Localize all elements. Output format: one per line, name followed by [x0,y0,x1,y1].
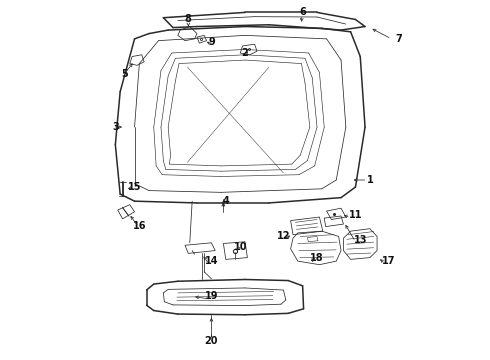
Text: 6: 6 [299,8,306,17]
Text: 16: 16 [133,221,146,231]
Text: 7: 7 [395,34,402,44]
Text: 4: 4 [222,196,229,206]
Text: 15: 15 [128,182,141,192]
Text: 13: 13 [353,235,367,245]
Text: 9: 9 [208,37,215,48]
Text: 8: 8 [184,14,191,24]
Text: 11: 11 [349,210,362,220]
Text: 19: 19 [205,292,218,301]
Text: 10: 10 [233,242,247,252]
Text: 2: 2 [242,48,248,58]
Text: 5: 5 [122,69,128,79]
Text: 20: 20 [205,336,218,346]
Text: 1: 1 [367,175,373,185]
Text: 17: 17 [382,256,396,266]
Text: 3: 3 [112,122,119,132]
Text: 12: 12 [277,231,290,242]
Text: 14: 14 [205,256,218,266]
Text: 18: 18 [310,253,324,262]
